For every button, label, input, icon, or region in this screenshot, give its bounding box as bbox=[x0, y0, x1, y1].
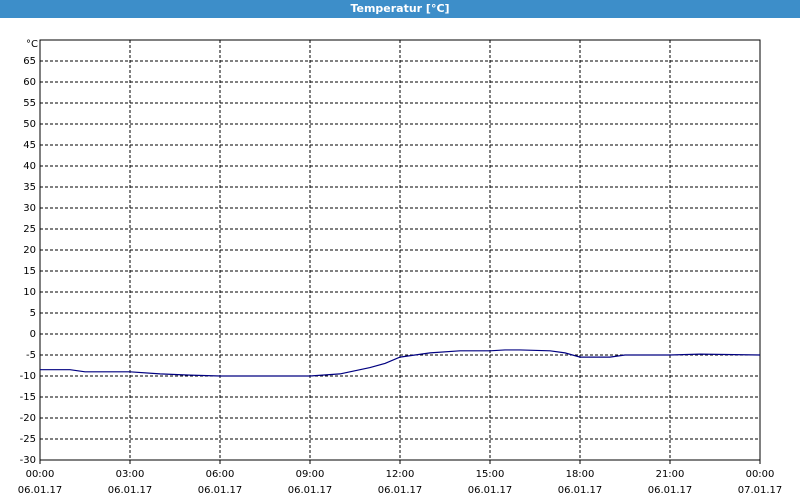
y-tick-label: 45 bbox=[23, 140, 36, 151]
data-line bbox=[40, 349, 761, 377]
x-tick-date: 06.01.17 bbox=[378, 485, 423, 496]
y-tick-label: 15 bbox=[23, 266, 36, 277]
y-tick-label: 40 bbox=[23, 161, 36, 172]
y-tick-label: -5 bbox=[26, 350, 36, 361]
x-tick-label: 12:00 bbox=[386, 469, 415, 480]
chart-title: Temperatur [°C] bbox=[350, 2, 449, 15]
x-tick-label: 09:00 bbox=[296, 469, 325, 480]
x-tick-label: 06:00 bbox=[206, 469, 235, 480]
plot-border bbox=[39, 39, 761, 461]
x-tick-label: 18:00 bbox=[566, 469, 595, 480]
y-unit: °C bbox=[26, 39, 38, 50]
y-tick-label: 60 bbox=[23, 77, 36, 88]
x-tick-label: 03:00 bbox=[116, 469, 145, 480]
x-tick-date: 07.01.17 bbox=[738, 485, 783, 496]
x-tick-label: 15:00 bbox=[476, 469, 505, 480]
title-bar bbox=[0, 0, 800, 18]
x-tick-date: 06.01.17 bbox=[108, 485, 153, 496]
x-tick-label: 00:00 bbox=[26, 469, 55, 480]
y-tick-label: -20 bbox=[20, 413, 36, 424]
y-tick-label: 25 bbox=[23, 224, 36, 235]
y-tick-label: 5 bbox=[30, 308, 36, 319]
y-tick-label: 30 bbox=[23, 203, 36, 214]
y-tick-label: 0 bbox=[30, 329, 36, 340]
x-tick-date: 06.01.17 bbox=[468, 485, 513, 496]
y-tick-label: 20 bbox=[23, 245, 36, 256]
x-tick-date: 06.01.17 bbox=[648, 485, 693, 496]
x-tick-date: 06.01.17 bbox=[288, 485, 333, 496]
x-tick-date: 06.01.17 bbox=[558, 485, 603, 496]
x-tick-label: 21:00 bbox=[656, 469, 685, 480]
y-tick-label: 10 bbox=[23, 287, 36, 298]
x-tick-date: 06.01.17 bbox=[18, 485, 63, 496]
y-tick-label: 35 bbox=[23, 182, 36, 193]
y-tick-label: 55 bbox=[23, 98, 36, 109]
x-tick-label: 00:00 bbox=[746, 469, 775, 480]
y-tick-label: -25 bbox=[20, 434, 36, 445]
y-tick-label: -15 bbox=[20, 392, 36, 403]
x-tick-date: 06.01.17 bbox=[198, 485, 243, 496]
y-tick-label: -10 bbox=[20, 371, 36, 382]
y-tick-label: 50 bbox=[23, 119, 36, 130]
y-tick-label: 65 bbox=[23, 56, 36, 67]
y-tick-label: -30 bbox=[20, 455, 36, 466]
